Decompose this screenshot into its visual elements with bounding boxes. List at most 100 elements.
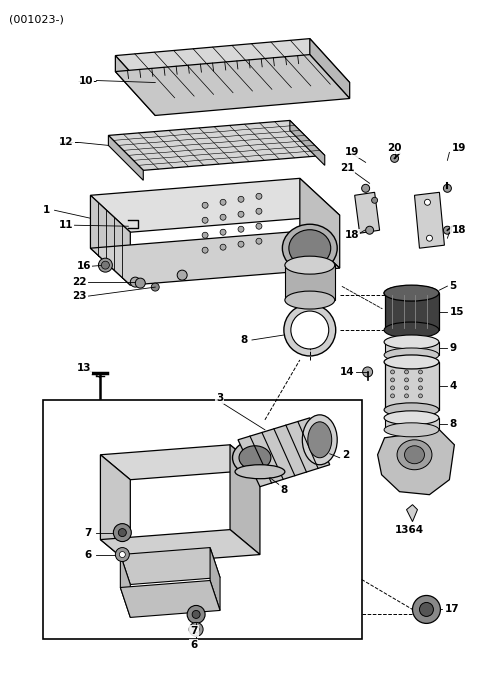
Polygon shape [108, 135, 144, 180]
Circle shape [115, 548, 129, 562]
Circle shape [256, 223, 262, 229]
Circle shape [419, 394, 422, 398]
Polygon shape [120, 581, 220, 617]
Text: 16: 16 [76, 261, 91, 271]
Text: 9: 9 [449, 343, 456, 353]
Text: 19: 19 [345, 147, 359, 158]
Circle shape [420, 602, 433, 617]
Text: 11: 11 [59, 220, 73, 231]
Circle shape [187, 606, 205, 623]
Circle shape [238, 212, 244, 217]
Polygon shape [115, 55, 350, 116]
Ellipse shape [239, 445, 271, 470]
Circle shape [444, 226, 451, 234]
Circle shape [361, 185, 370, 192]
Circle shape [202, 247, 208, 254]
Polygon shape [407, 505, 418, 522]
Text: 13: 13 [76, 363, 91, 373]
Circle shape [238, 226, 244, 233]
Ellipse shape [291, 311, 329, 349]
Ellipse shape [397, 440, 432, 470]
Circle shape [426, 235, 432, 241]
Polygon shape [310, 39, 350, 99]
Ellipse shape [235, 464, 285, 479]
Ellipse shape [282, 224, 337, 272]
Polygon shape [300, 178, 340, 268]
Circle shape [405, 394, 408, 398]
Text: 19: 19 [451, 143, 466, 153]
Circle shape [202, 217, 208, 223]
Text: 15: 15 [449, 307, 464, 317]
Circle shape [405, 386, 408, 390]
Circle shape [220, 214, 226, 220]
Polygon shape [210, 548, 220, 610]
Circle shape [391, 378, 395, 382]
Circle shape [366, 226, 373, 234]
Text: 7: 7 [84, 527, 92, 537]
Ellipse shape [391, 288, 432, 298]
Polygon shape [115, 55, 155, 116]
Ellipse shape [289, 230, 331, 266]
Circle shape [189, 623, 203, 636]
Text: 8: 8 [449, 419, 456, 429]
Circle shape [202, 233, 208, 238]
Text: 17: 17 [444, 604, 459, 614]
Text: 22: 22 [72, 277, 87, 287]
Ellipse shape [384, 285, 439, 301]
Circle shape [177, 270, 187, 280]
Circle shape [192, 610, 200, 619]
Polygon shape [415, 192, 444, 248]
Circle shape [256, 238, 262, 244]
Polygon shape [90, 195, 130, 285]
Circle shape [238, 196, 244, 202]
Text: 21: 21 [340, 164, 354, 173]
Circle shape [98, 258, 112, 272]
Polygon shape [120, 554, 130, 617]
Circle shape [220, 244, 226, 250]
Circle shape [372, 197, 378, 203]
Polygon shape [100, 445, 260, 480]
Circle shape [391, 154, 398, 162]
Ellipse shape [384, 422, 439, 437]
Text: 23: 23 [72, 291, 87, 301]
FancyBboxPatch shape [43, 400, 361, 639]
Ellipse shape [308, 422, 332, 458]
Ellipse shape [384, 322, 439, 338]
Polygon shape [115, 39, 350, 99]
Circle shape [391, 386, 395, 390]
Circle shape [193, 627, 199, 632]
Polygon shape [108, 120, 325, 170]
Text: 3: 3 [216, 393, 223, 403]
Ellipse shape [384, 348, 439, 362]
Text: 4: 4 [449, 381, 457, 391]
Circle shape [391, 370, 395, 374]
Circle shape [256, 208, 262, 214]
Text: 7: 7 [190, 627, 197, 636]
Ellipse shape [384, 411, 439, 425]
Circle shape [444, 185, 451, 192]
Ellipse shape [302, 415, 337, 464]
Ellipse shape [384, 335, 439, 349]
Circle shape [256, 193, 262, 199]
Circle shape [101, 261, 109, 269]
Text: 5: 5 [449, 281, 456, 291]
Text: 10: 10 [78, 76, 93, 86]
Text: 6: 6 [190, 640, 197, 650]
Text: 12: 12 [59, 137, 73, 147]
Polygon shape [285, 265, 335, 300]
Polygon shape [384, 342, 439, 355]
Circle shape [419, 386, 422, 390]
Circle shape [202, 202, 208, 208]
Circle shape [412, 596, 441, 623]
Circle shape [220, 229, 226, 235]
Text: 1: 1 [43, 206, 50, 215]
Circle shape [419, 378, 422, 382]
Text: (001023-): (001023-) [9, 15, 63, 24]
Text: 18: 18 [451, 225, 466, 235]
Ellipse shape [232, 440, 277, 475]
Polygon shape [238, 418, 330, 487]
Polygon shape [355, 192, 380, 233]
Text: 1364: 1364 [395, 525, 424, 535]
Polygon shape [120, 548, 220, 585]
Ellipse shape [405, 445, 424, 464]
